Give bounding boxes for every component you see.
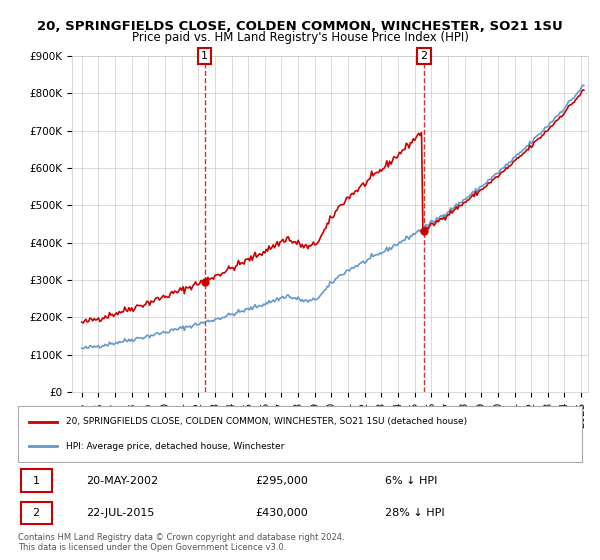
Text: This data is licensed under the Open Government Licence v3.0.: This data is licensed under the Open Gov… (18, 543, 286, 552)
Text: £430,000: £430,000 (255, 508, 308, 518)
Text: £295,000: £295,000 (255, 475, 308, 486)
Text: 20, SPRINGFIELDS CLOSE, COLDEN COMMON, WINCHESTER, SO21 1SU: 20, SPRINGFIELDS CLOSE, COLDEN COMMON, W… (37, 20, 563, 32)
Text: 28% ↓ HPI: 28% ↓ HPI (385, 508, 444, 518)
FancyBboxPatch shape (21, 502, 52, 524)
FancyBboxPatch shape (18, 406, 582, 462)
Text: 1: 1 (32, 475, 40, 486)
Text: 20-MAY-2002: 20-MAY-2002 (86, 475, 158, 486)
FancyBboxPatch shape (21, 469, 52, 492)
Text: 2: 2 (32, 508, 40, 518)
Text: 20, SPRINGFIELDS CLOSE, COLDEN COMMON, WINCHESTER, SO21 1SU (detached house): 20, SPRINGFIELDS CLOSE, COLDEN COMMON, W… (66, 417, 467, 426)
Text: Price paid vs. HM Land Registry's House Price Index (HPI): Price paid vs. HM Land Registry's House … (131, 31, 469, 44)
Text: 22-JUL-2015: 22-JUL-2015 (86, 508, 154, 518)
Text: 1: 1 (201, 51, 208, 61)
Text: HPI: Average price, detached house, Winchester: HPI: Average price, detached house, Winc… (66, 442, 284, 451)
Text: Contains HM Land Registry data © Crown copyright and database right 2024.: Contains HM Land Registry data © Crown c… (18, 533, 344, 542)
Text: 6% ↓ HPI: 6% ↓ HPI (385, 475, 437, 486)
Text: 2: 2 (420, 51, 427, 61)
